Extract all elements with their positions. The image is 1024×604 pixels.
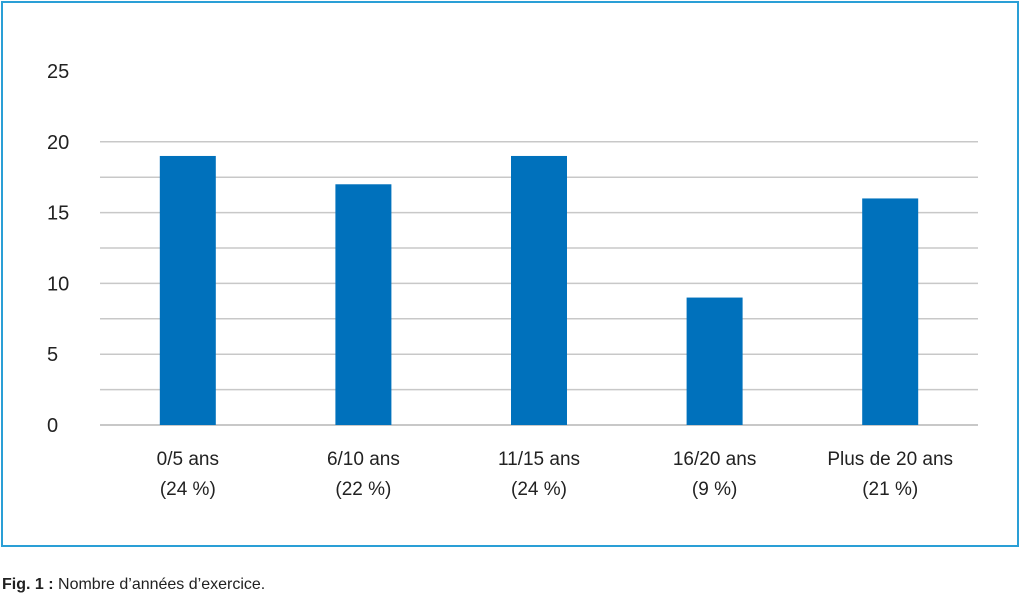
y-tick-label: 25 [47,61,69,83]
x-category-label: Plus de 20 ans [827,449,953,470]
x-category-percent: (24 %) [160,479,216,500]
x-axis-labels: 0/5 ans (24 %) 6/10 ans (22 %) 11/15 ans (24 … [157,449,953,500]
y-tick-label: 10 [47,273,69,295]
y-tick-label: 5 [47,344,58,366]
x-category-label: 6/10 ans [327,449,400,470]
bar-chart: 0 5 10 15 20 25 0/5 ans (24 %) 6/10 ans (22 %) 11… [47,61,978,500]
x-category-label: 11/15 ans [498,449,580,470]
x-category-percent: (22 %) [335,479,391,500]
bar [335,184,392,425]
bar [511,155,567,425]
x-category-label: 0/5 ans [157,449,219,470]
y-tick-label: 20 [47,132,69,154]
x-category-percent: (9 %) [692,479,737,500]
bar [159,155,216,425]
caption-prefix: Fig. 1 : [2,576,54,593]
figure-caption: Fig. 1 : Nombre d’années d’exercice. [2,576,265,594]
x-category-percent: (24 %) [511,479,567,500]
bars [159,155,919,425]
x-category-label: 16/20 ans [673,449,756,470]
y-tick-label: 0 [47,415,58,437]
y-tick-label: 15 [47,203,69,225]
bar [862,198,919,425]
chart-frame: 0 5 10 15 20 25 0/5 ans (24 %) 6/10 ans (22 %) 11… [1,1,1019,547]
bar [686,297,743,425]
caption-text: Nombre d’années d’exercice. [53,576,266,593]
y-axis-ticks: 0 5 10 15 20 25 [47,61,69,437]
x-category-percent: (21 %) [862,479,918,500]
